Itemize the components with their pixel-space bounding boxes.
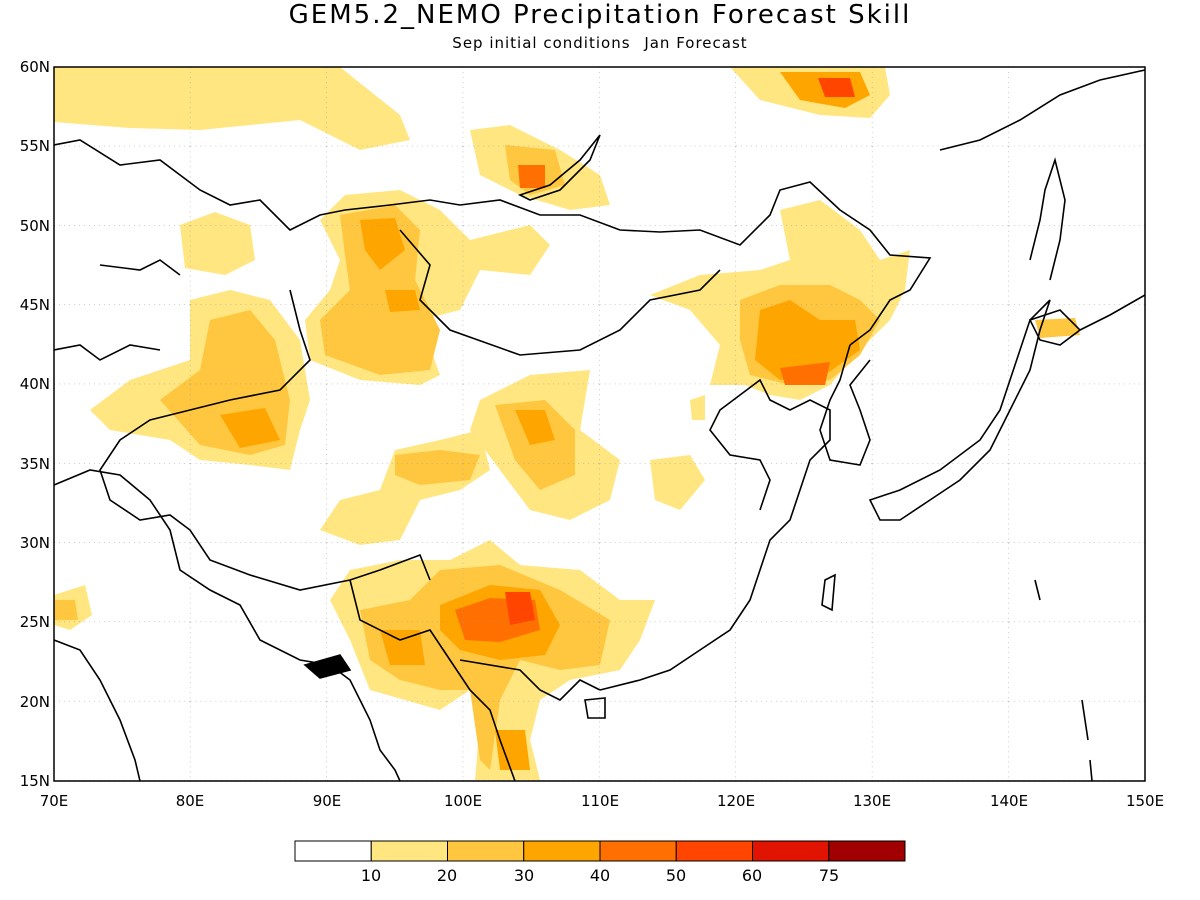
lat-label-45: 45N [20,296,50,314]
colorbar-label-50: 50 [666,866,686,885]
colorbar-swatch-3 [523,840,601,862]
lon-label-110: 110E [581,792,619,810]
colorbar-label-10: 10 [361,866,381,885]
lon-label-150: 150E [1126,792,1164,810]
border-myanmar [349,579,601,781]
lat-label-35: 35N [20,455,50,473]
lat-lon-grid [54,67,1145,781]
lon-label-80: 80E [176,792,205,810]
colorbar-swatch-0 [294,840,372,862]
coast-china-east [599,378,831,691]
colorbar-swatch-5 [675,840,753,862]
colorbar [294,840,906,862]
colorbar-swatch-1 [370,840,448,862]
coast-sakhalin [1029,157,1066,281]
lat-label-50: 50N [20,217,50,235]
lon-label-120: 120E [717,792,755,810]
lat-axis: 60N 55N 50N 45N 40N 35N 30N 25N 20N 15N [20,58,50,790]
lon-label-140: 140E [990,792,1028,810]
colorbar-label-20: 20 [437,866,457,885]
colorbar-labels: 10 20 30 40 50 60 75 [361,866,839,885]
subtitle-forecast-month: Jan Forecast [644,34,748,52]
colorbar-swatch-7 [828,840,906,862]
colorbar-label-75: 75 [819,866,839,885]
coast-hokkaido [1028,309,1082,346]
colorbar-swatch-4 [599,840,677,862]
colorbar-label-40: 40 [590,866,610,885]
coast-okhotsk [939,69,1145,151]
coast-korea [819,344,871,466]
coast-aral-caspian [54,259,181,361]
colorbar-swatch-6 [752,840,830,862]
border-russia-kazakhstan [54,139,932,346]
lon-label-90: 90E [313,792,342,810]
lon-axis: 70E 80E 90E 100E 110E 120E 130E 140E 150… [40,792,1164,810]
colorbar-swatch-2 [447,840,525,862]
coast-taiwan [821,573,836,612]
lake-baikal [517,134,601,201]
lat-label-15: 15N [20,772,50,790]
coast-hainan [584,697,606,719]
lon-label-100: 100E [444,792,482,810]
map-title: GEM5.2_NEMO Precipitation Forecast Skill [288,0,912,30]
border-china-west [99,289,431,591]
lon-label-70: 70E [40,792,69,810]
lat-label-40: 40N [20,375,50,393]
lon-label-130: 130E [853,792,891,810]
colorbar-label-30: 30 [514,866,534,885]
lat-label-60: 60N [20,58,50,76]
map-frame [53,66,1146,782]
lat-label-20: 20N [20,693,50,711]
border-mongolia [399,229,721,356]
colorbar-label-60: 60 [742,866,762,885]
coastlines-and-borders [54,69,1145,781]
coast-india-west [54,639,141,781]
lat-label-55: 55N [20,137,50,155]
map-subtitle: Sep initial conditions Jan Forecast [0,34,1200,52]
lat-label-25: 25N [20,613,50,631]
coast-philippines [1034,579,1093,781]
coast-bangladesh [303,654,352,679]
coast-kuril [1079,294,1145,331]
lat-label-30: 30N [20,534,50,552]
border-india [54,469,401,781]
subtitle-initial-conditions: Sep initial conditions [452,34,631,52]
